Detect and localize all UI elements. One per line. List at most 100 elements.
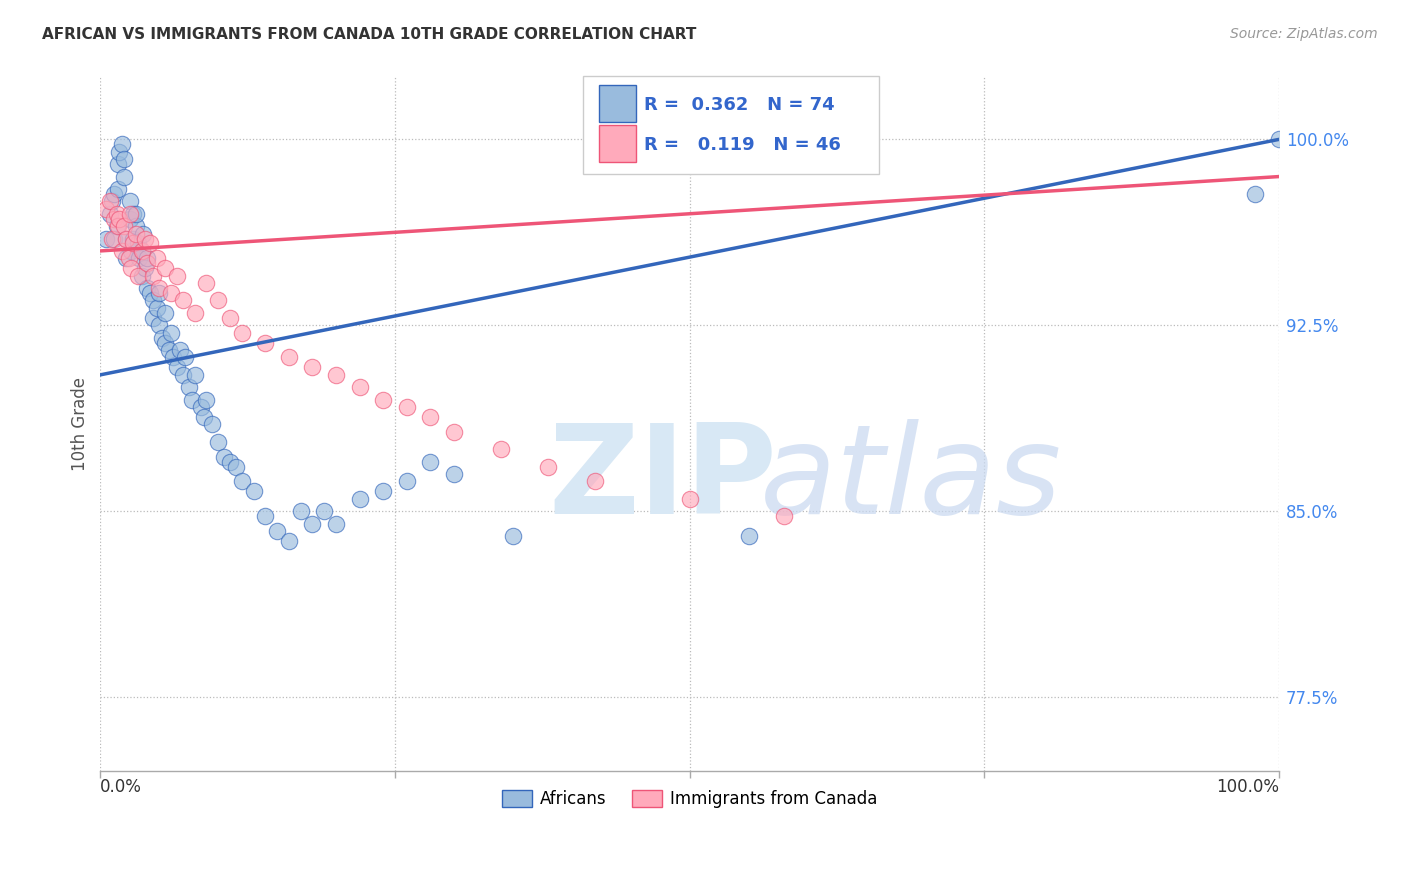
Point	[172, 368, 194, 382]
Point	[96, 231, 118, 245]
Point	[301, 360, 323, 375]
Point	[136, 281, 159, 295]
Point	[120, 261, 142, 276]
Point	[162, 351, 184, 365]
Point	[160, 326, 183, 340]
Point	[373, 392, 395, 407]
Point	[419, 409, 441, 424]
Point	[537, 459, 560, 474]
Point	[277, 533, 299, 548]
Point	[201, 417, 224, 432]
Point	[136, 256, 159, 270]
Point	[172, 293, 194, 308]
Point	[105, 219, 128, 234]
Point	[737, 529, 759, 543]
Point	[128, 252, 150, 266]
Point	[122, 236, 145, 251]
Point	[212, 450, 235, 464]
Point	[489, 442, 512, 457]
Point	[395, 475, 418, 489]
Point	[773, 509, 796, 524]
Point	[103, 211, 125, 226]
Point	[225, 459, 247, 474]
Point	[193, 409, 215, 424]
Point	[148, 318, 170, 333]
Point	[96, 202, 118, 216]
Point	[142, 293, 165, 308]
Point	[98, 207, 121, 221]
Point	[290, 504, 312, 518]
Point	[254, 335, 277, 350]
Point	[373, 484, 395, 499]
Point	[160, 286, 183, 301]
Point	[118, 194, 141, 209]
Point	[127, 236, 149, 251]
Point	[98, 194, 121, 209]
Point	[131, 244, 153, 258]
Text: atlas: atlas	[761, 419, 1063, 541]
Point	[174, 351, 197, 365]
Point	[120, 244, 142, 258]
Point	[134, 261, 156, 276]
Point	[125, 219, 148, 234]
Point	[112, 169, 135, 184]
Point	[139, 236, 162, 251]
Point	[115, 252, 138, 266]
Point	[122, 231, 145, 245]
Point	[110, 137, 132, 152]
Point	[150, 331, 173, 345]
Point	[118, 207, 141, 221]
Point	[105, 207, 128, 221]
Legend: Africans, Immigrants from Canada: Africans, Immigrants from Canada	[495, 783, 884, 815]
Point	[349, 380, 371, 394]
Point	[115, 231, 138, 245]
Point	[153, 261, 176, 276]
Point	[131, 244, 153, 258]
Point	[242, 484, 264, 499]
Point	[177, 380, 200, 394]
Point	[101, 231, 124, 245]
Text: ZIP: ZIP	[548, 419, 778, 541]
Text: 0.0%: 0.0%	[100, 779, 142, 797]
Text: 100.0%: 100.0%	[1216, 779, 1279, 797]
Point	[231, 475, 253, 489]
Point	[125, 207, 148, 221]
Point	[195, 276, 218, 290]
Point	[231, 326, 253, 340]
Point	[118, 211, 141, 226]
Point	[678, 491, 700, 506]
Point	[583, 475, 606, 489]
Point	[146, 301, 169, 315]
Point	[125, 227, 148, 241]
Point	[502, 529, 524, 543]
Point	[107, 219, 129, 234]
Point	[117, 252, 139, 266]
Point	[195, 392, 218, 407]
Point	[115, 231, 138, 245]
Point	[112, 153, 135, 167]
Point	[101, 194, 124, 209]
Point	[108, 145, 131, 159]
Point	[207, 434, 229, 449]
Point	[181, 392, 204, 407]
Point	[110, 244, 132, 258]
Point	[190, 400, 212, 414]
Y-axis label: 10th Grade: 10th Grade	[72, 377, 89, 471]
Point	[419, 454, 441, 468]
Point	[139, 286, 162, 301]
Point	[127, 268, 149, 283]
Point	[395, 400, 418, 414]
Point	[157, 343, 180, 357]
Point	[443, 425, 465, 439]
Point	[169, 343, 191, 357]
Point	[122, 207, 145, 221]
Point	[134, 231, 156, 245]
Point	[107, 182, 129, 196]
Text: R =   0.119   N = 46: R = 0.119 N = 46	[644, 136, 841, 154]
Point	[219, 454, 242, 468]
Point	[148, 286, 170, 301]
Point	[266, 524, 288, 538]
Point	[443, 467, 465, 481]
Point	[146, 252, 169, 266]
Point	[108, 211, 131, 226]
